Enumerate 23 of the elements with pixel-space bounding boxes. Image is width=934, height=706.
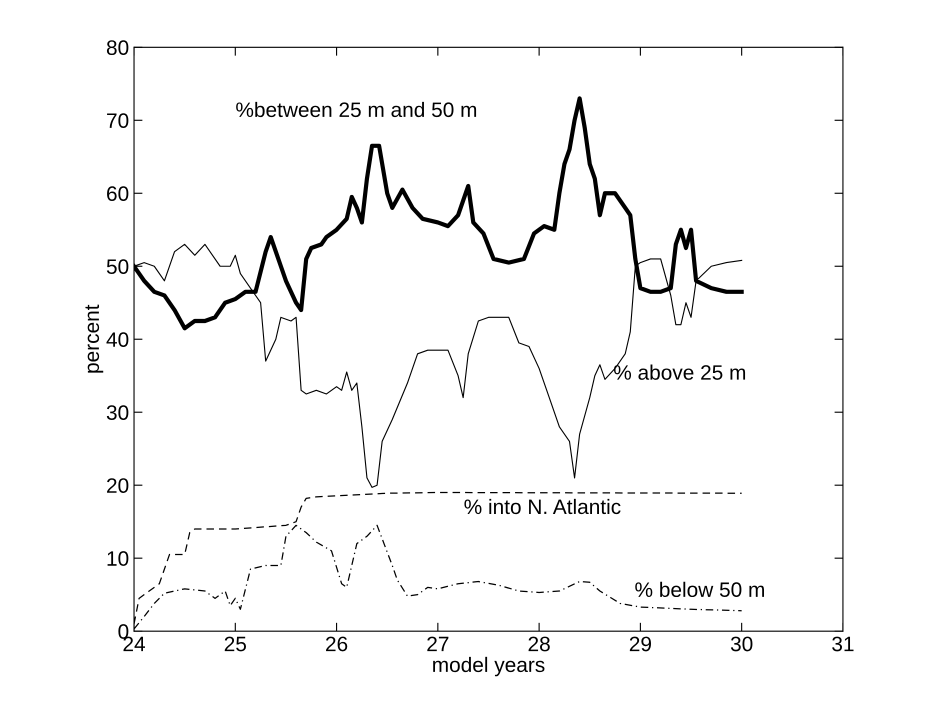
x-tick-label: 26	[326, 636, 348, 652]
x-tick-label: 28	[528, 636, 550, 652]
y-tick-label: 10	[108, 551, 128, 566]
x-tick-label: 25	[224, 636, 246, 652]
annotation: % into N. Atlantic	[464, 498, 621, 514]
y-tick-label: 60	[107, 186, 128, 202]
annotation: %between 25 m and 50 m	[236, 102, 476, 118]
x-tick-label: 24	[123, 636, 146, 652]
x-tick-label: 29	[630, 636, 651, 652]
y-tick-label: 70	[107, 113, 128, 128]
annotation: % below 50 m	[635, 582, 764, 598]
y-tick-label: 80	[106, 40, 128, 56]
y-axis-title: percent	[85, 304, 104, 373]
x-tick-label: 31	[832, 636, 854, 652]
y-tick-label: 30	[106, 405, 128, 420]
x-axis-title: model years	[433, 656, 544, 676]
y-tick-label: 0	[118, 624, 128, 639]
y-tick-label: 20	[107, 478, 128, 493]
annotation: % above 25 m	[614, 364, 746, 380]
x-tick-label: 30	[730, 636, 752, 652]
y-tick-label: 40	[106, 332, 128, 347]
y-tick-label: 50	[106, 259, 128, 274]
x-tick-label: 27	[427, 636, 448, 652]
